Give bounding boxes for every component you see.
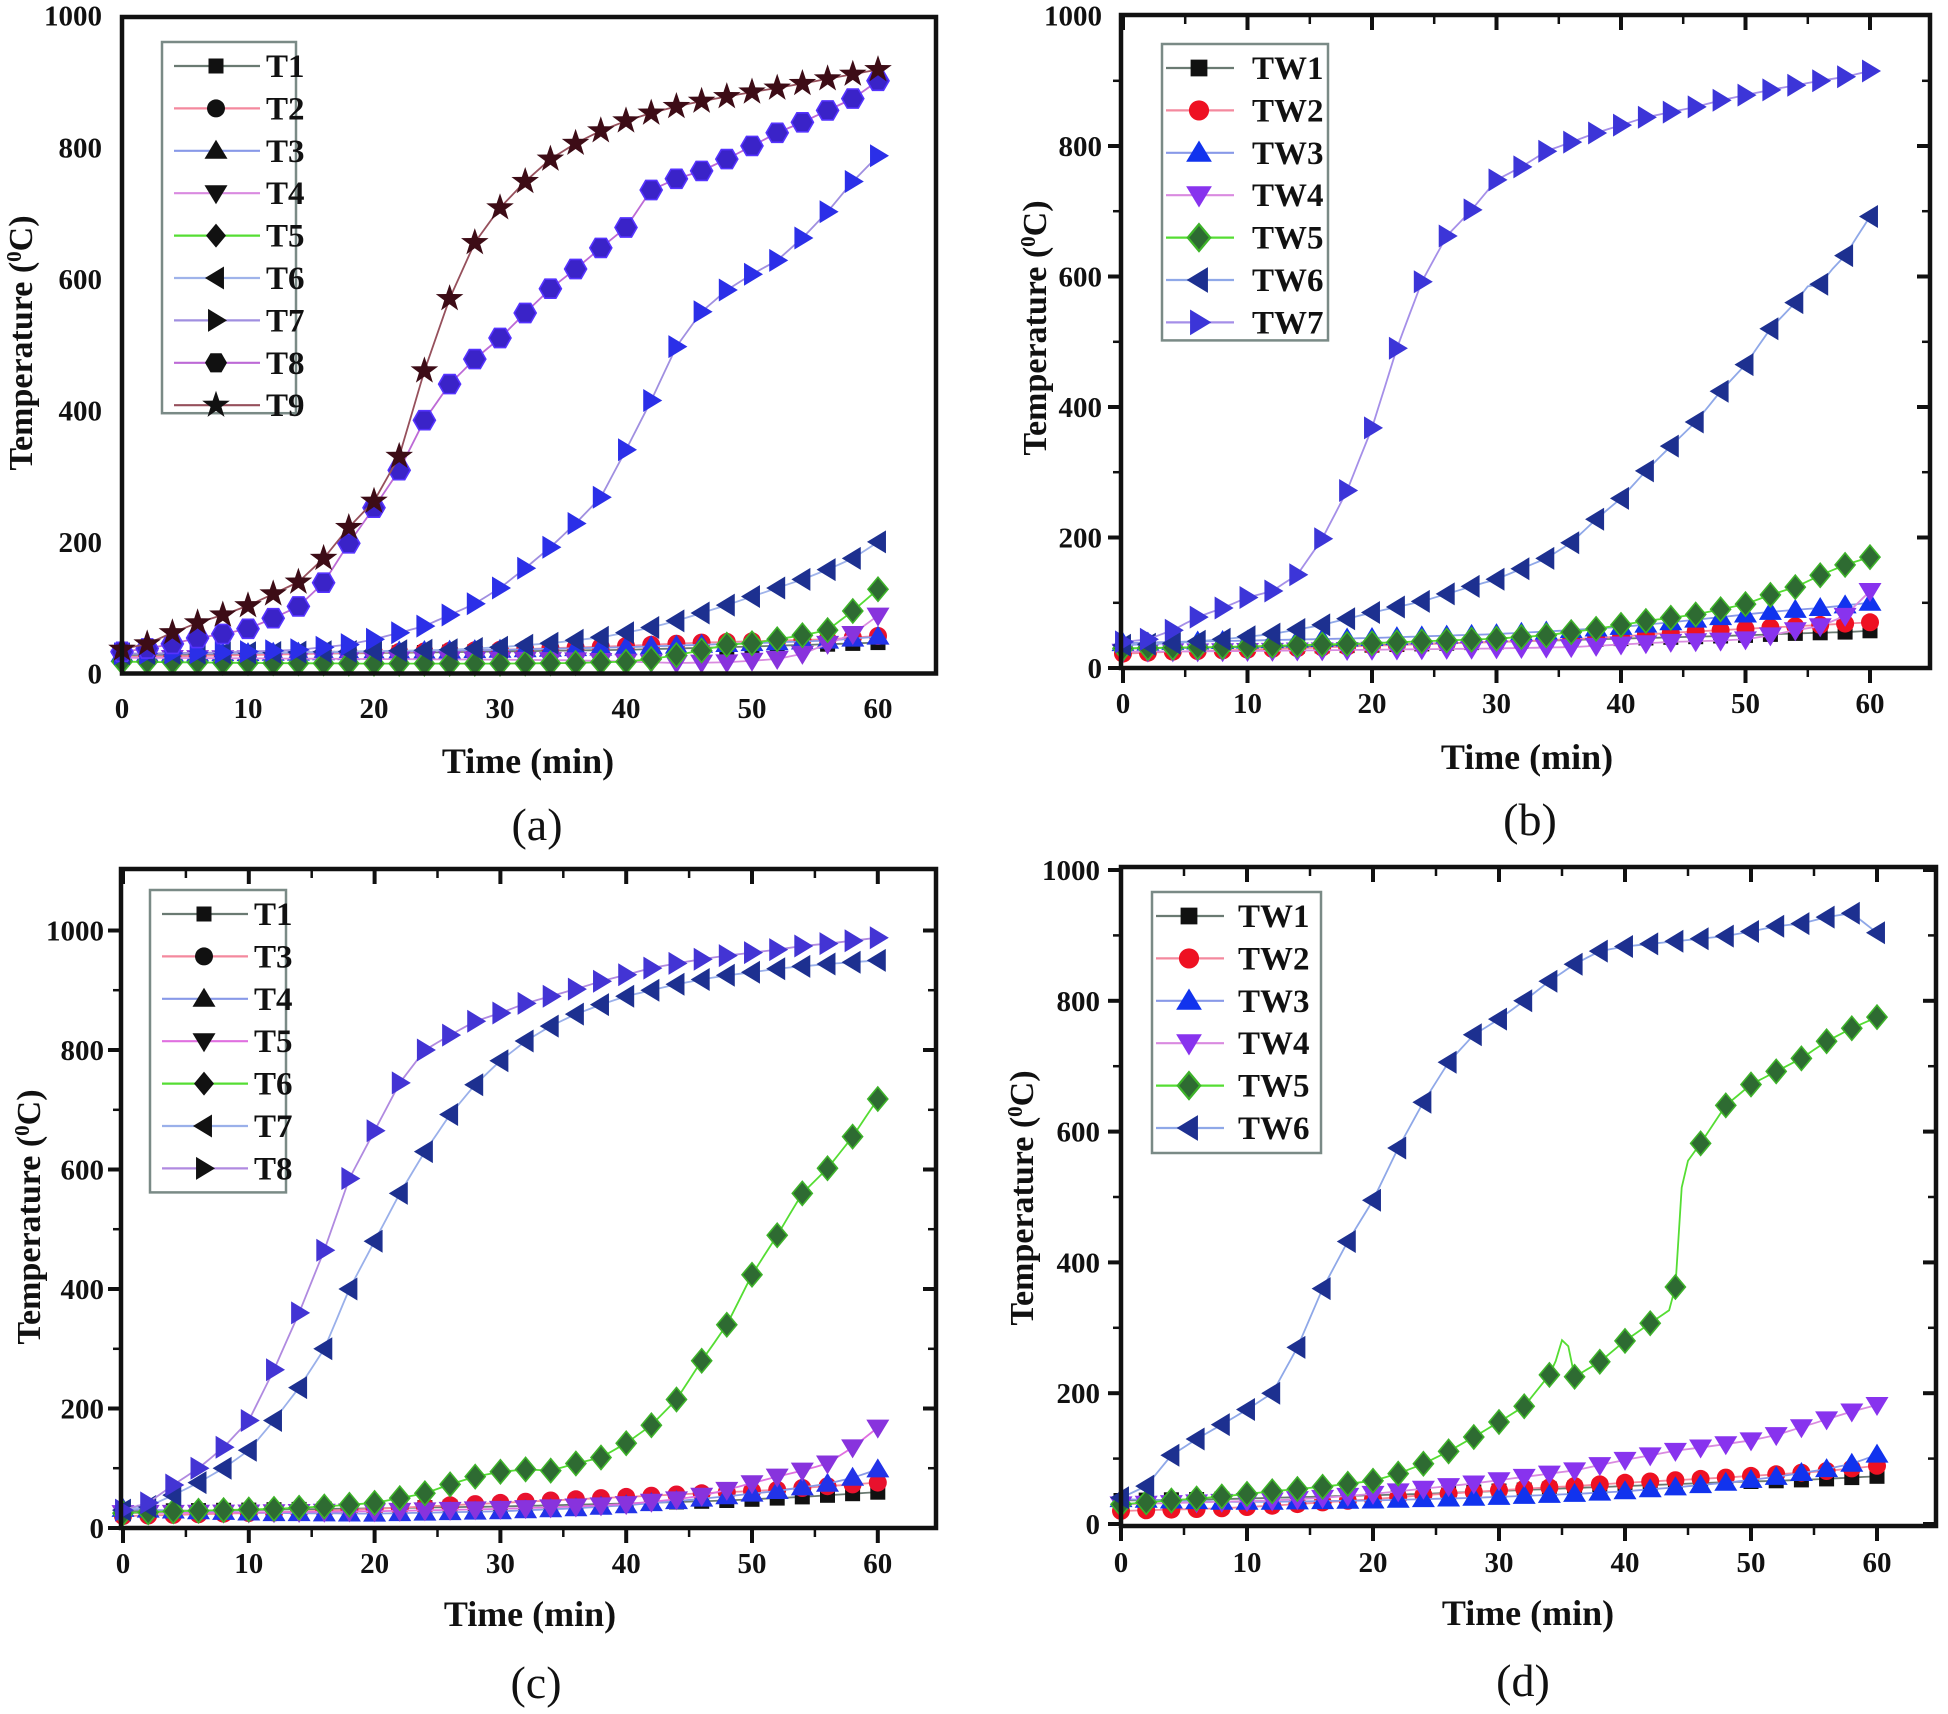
svg-text:T4: T4 — [266, 176, 305, 212]
svg-text:20: 20 — [1358, 688, 1387, 720]
svg-text:40: 40 — [1611, 1547, 1640, 1579]
svg-text:Time (min): Time (min) — [444, 1594, 616, 1634]
svg-text:0: 0 — [115, 693, 130, 725]
svg-text:0: 0 — [116, 1548, 131, 1580]
svg-text:T7: T7 — [254, 1109, 293, 1145]
svg-text:30: 30 — [1485, 1547, 1514, 1579]
svg-text:T5: T5 — [266, 219, 305, 255]
svg-text:50: 50 — [1731, 688, 1760, 720]
svg-text:10: 10 — [234, 1548, 263, 1580]
svg-text:10: 10 — [234, 693, 263, 725]
svg-text:TW6: TW6 — [1238, 1111, 1310, 1147]
svg-text:0: 0 — [88, 659, 103, 691]
svg-text:50: 50 — [738, 693, 767, 725]
svg-text:TW2: TW2 — [1252, 93, 1324, 129]
svg-text:TW3: TW3 — [1252, 136, 1324, 172]
svg-text:1000: 1000 — [1044, 1, 1102, 33]
svg-text:50: 50 — [738, 1548, 767, 1580]
svg-text:600: 600 — [1057, 1117, 1101, 1149]
svg-text:600: 600 — [59, 264, 103, 296]
svg-text:T4: T4 — [254, 982, 293, 1018]
svg-text:20: 20 — [360, 1548, 389, 1580]
svg-text:20: 20 — [360, 693, 389, 725]
svg-text:200: 200 — [61, 1394, 105, 1426]
svg-text:50: 50 — [1737, 1547, 1766, 1579]
svg-text:TW4: TW4 — [1238, 1026, 1310, 1062]
svg-text:(c): (c) — [510, 1657, 561, 1708]
svg-text:T3: T3 — [266, 134, 305, 170]
svg-text:T7: T7 — [266, 303, 305, 339]
svg-text:60: 60 — [1863, 1547, 1892, 1579]
svg-text:(d): (d) — [1496, 1655, 1550, 1706]
svg-text:400: 400 — [1059, 392, 1103, 424]
svg-text:10: 10 — [1233, 688, 1262, 720]
svg-text:60: 60 — [864, 693, 893, 725]
svg-text:T1: T1 — [254, 897, 293, 933]
svg-text:0: 0 — [1088, 653, 1103, 685]
svg-text:Temperature (0C): Temperature (0C) — [1016, 200, 1054, 455]
svg-text:(a): (a) — [511, 799, 562, 850]
svg-text:1000: 1000 — [46, 916, 104, 948]
svg-text:200: 200 — [1057, 1378, 1101, 1410]
svg-text:200: 200 — [59, 527, 103, 559]
svg-text:T6: T6 — [254, 1067, 293, 1103]
svg-text:Time (min): Time (min) — [1441, 737, 1613, 777]
svg-text:60: 60 — [1856, 688, 1885, 720]
svg-text:TW6: TW6 — [1252, 263, 1324, 299]
svg-text:600: 600 — [1059, 262, 1103, 294]
svg-text:1000: 1000 — [44, 1, 102, 33]
svg-text:T5: T5 — [254, 1024, 293, 1060]
svg-text:Time (min): Time (min) — [1442, 1593, 1614, 1633]
svg-text:Time (min): Time (min) — [442, 741, 614, 781]
svg-text:0: 0 — [1114, 1547, 1129, 1579]
svg-text:T6: T6 — [266, 261, 305, 297]
svg-text:30: 30 — [486, 693, 515, 725]
svg-text:40: 40 — [612, 693, 641, 725]
svg-text:800: 800 — [1057, 986, 1101, 1018]
svg-text:TW3: TW3 — [1238, 984, 1310, 1020]
svg-text:1000: 1000 — [1042, 855, 1100, 887]
svg-text:10: 10 — [1233, 1547, 1262, 1579]
svg-text:40: 40 — [612, 1548, 641, 1580]
svg-text:TW4: TW4 — [1252, 178, 1324, 214]
svg-text:60: 60 — [863, 1548, 892, 1580]
svg-text:400: 400 — [1057, 1247, 1101, 1279]
svg-text:30: 30 — [1482, 688, 1511, 720]
svg-text:30: 30 — [486, 1548, 515, 1580]
svg-text:TW7: TW7 — [1252, 305, 1324, 341]
svg-text:800: 800 — [1059, 131, 1103, 163]
svg-text:TW1: TW1 — [1252, 51, 1324, 87]
svg-text:TW5: TW5 — [1252, 221, 1324, 257]
svg-text:800: 800 — [61, 1035, 105, 1067]
svg-text:TW5: TW5 — [1238, 1069, 1310, 1105]
svg-text:TW1: TW1 — [1238, 899, 1310, 935]
svg-text:20: 20 — [1359, 1547, 1388, 1579]
svg-text:0: 0 — [1086, 1509, 1101, 1541]
svg-text:40: 40 — [1607, 688, 1636, 720]
svg-text:T1: T1 — [266, 49, 305, 85]
svg-text:400: 400 — [59, 395, 103, 427]
svg-text:400: 400 — [61, 1274, 105, 1306]
svg-text:TW2: TW2 — [1238, 941, 1310, 977]
svg-text:T9: T9 — [266, 388, 305, 424]
svg-text:(b): (b) — [1503, 794, 1557, 845]
svg-text:0: 0 — [1116, 688, 1131, 720]
svg-text:T8: T8 — [266, 346, 305, 382]
svg-text:T8: T8 — [254, 1151, 293, 1187]
svg-text:200: 200 — [1059, 523, 1103, 555]
svg-text:T2: T2 — [266, 91, 305, 127]
svg-text:800: 800 — [59, 132, 103, 164]
svg-text:0: 0 — [90, 1513, 105, 1545]
svg-text:T3: T3 — [254, 939, 293, 975]
svg-text:600: 600 — [61, 1155, 105, 1187]
